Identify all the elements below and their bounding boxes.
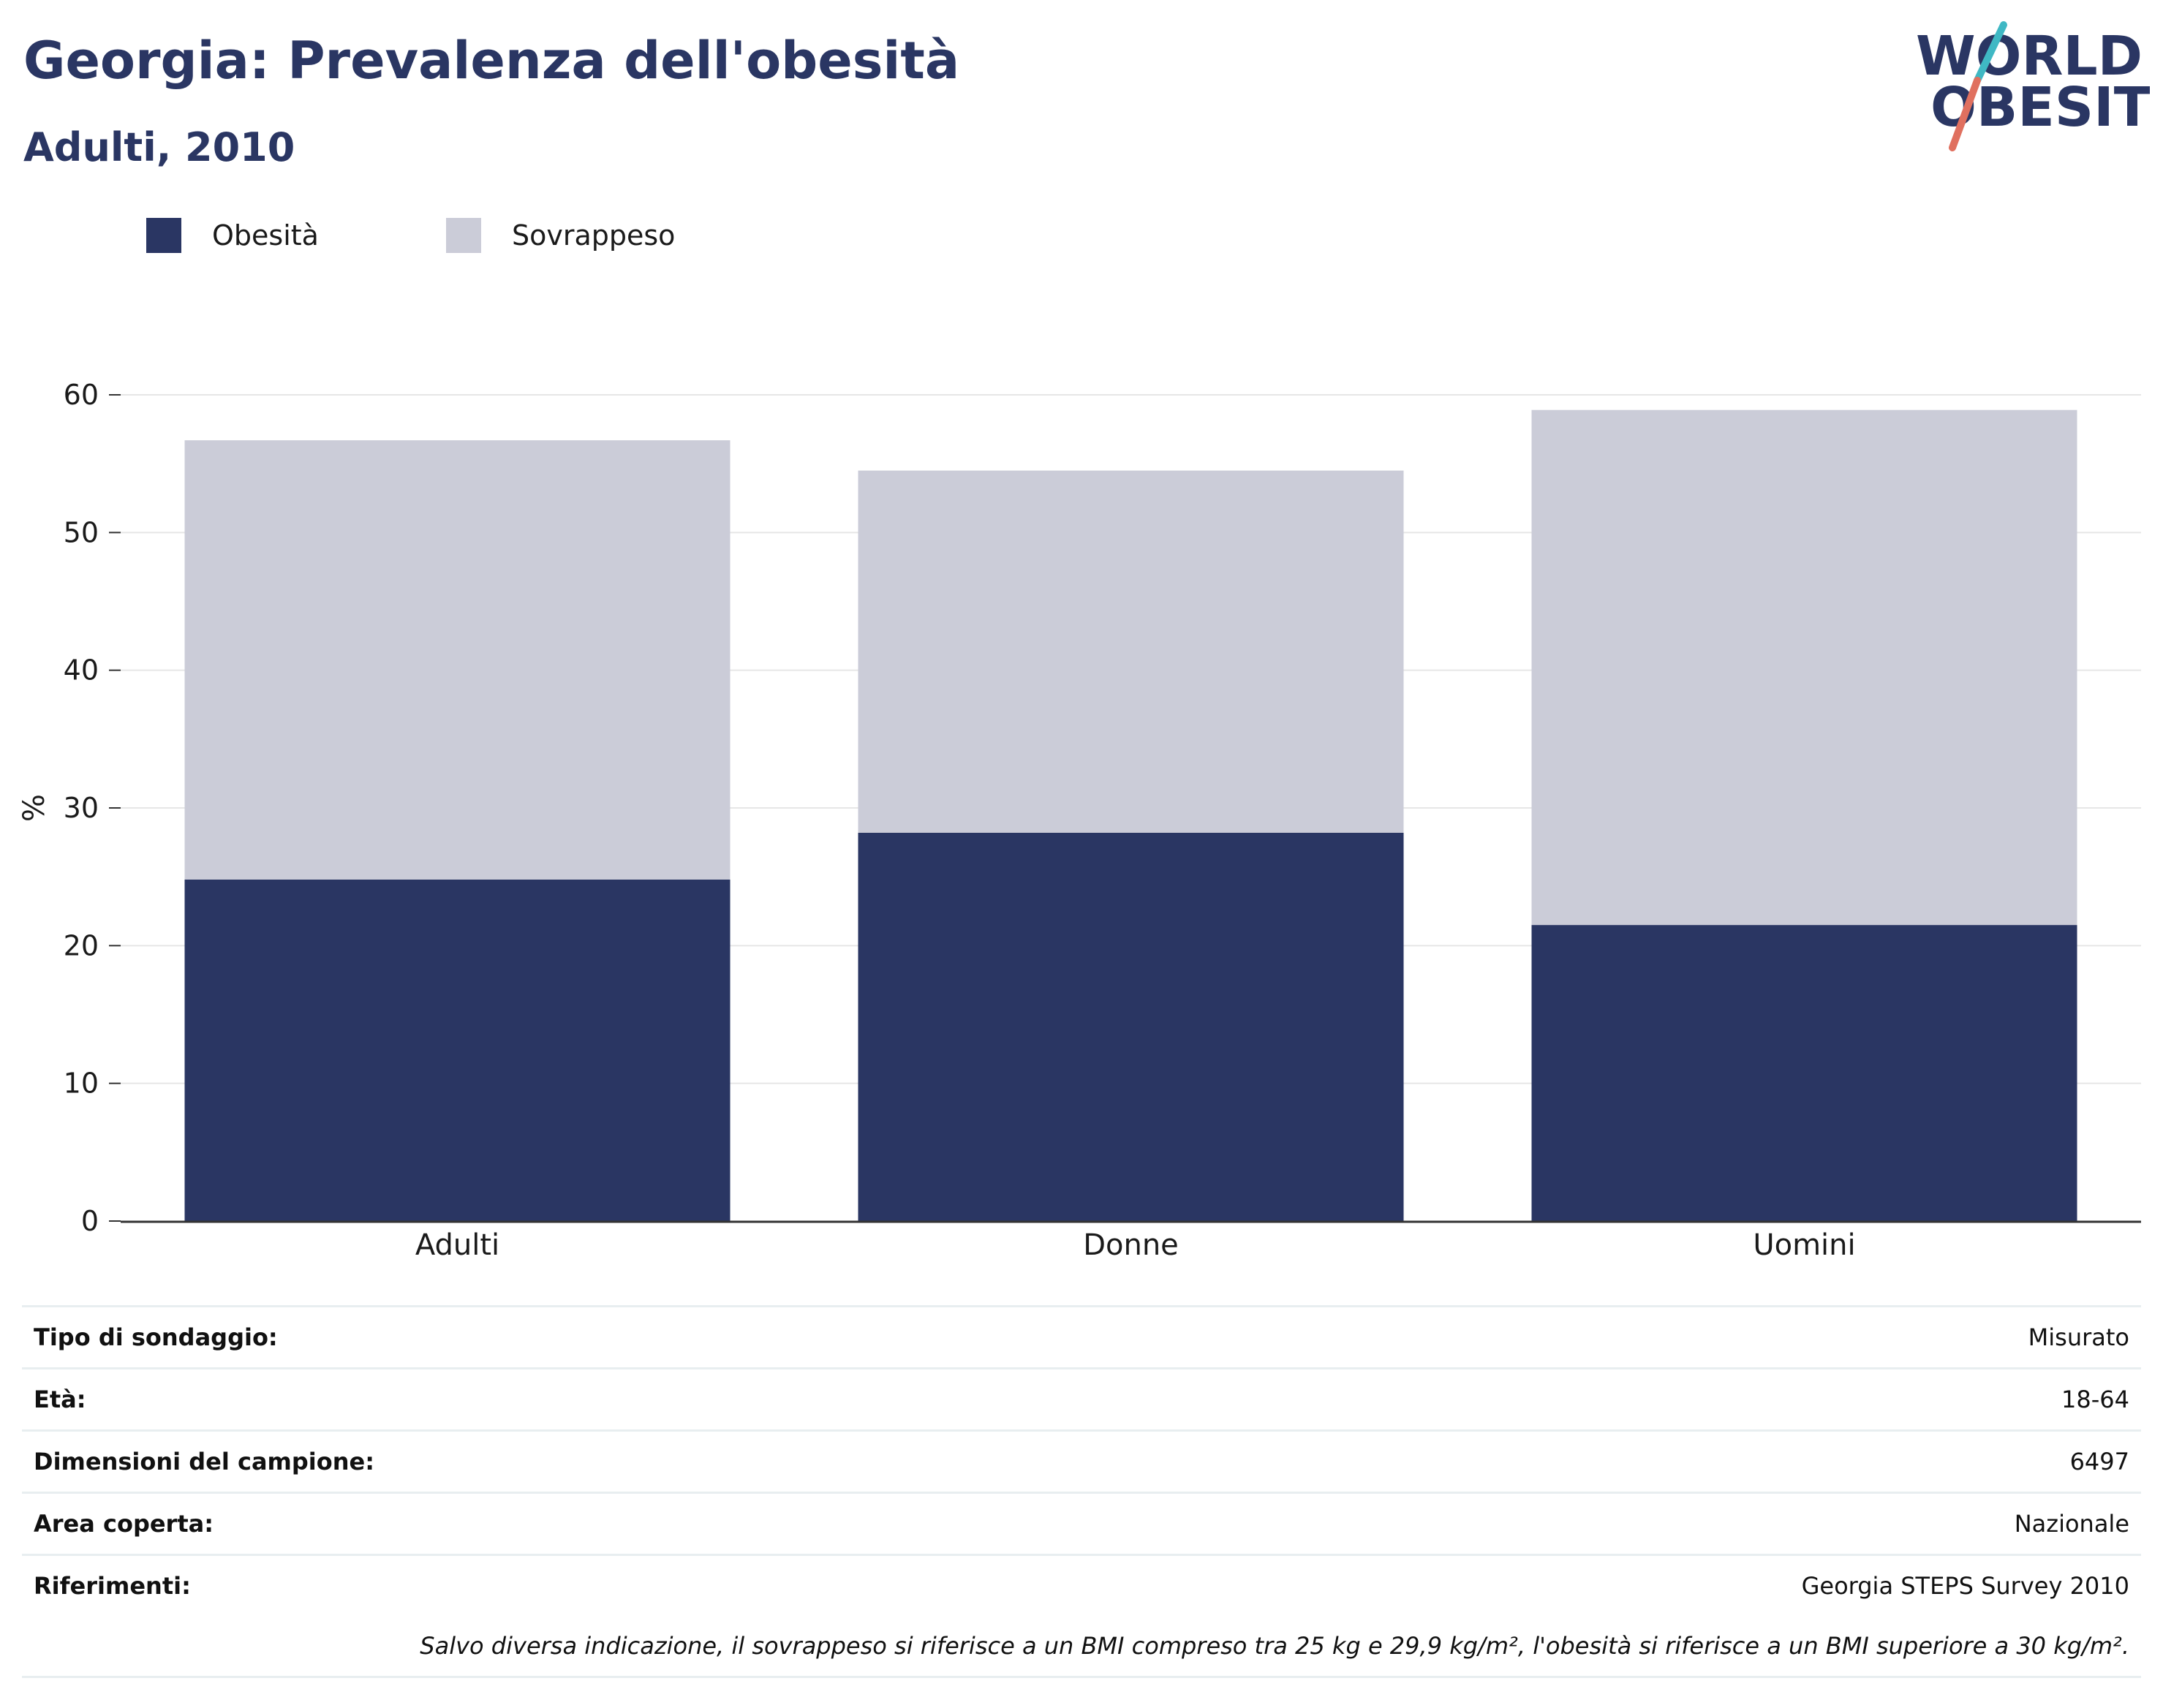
- legend-label-sovrappeso: Sovrappeso: [512, 219, 676, 252]
- logo-slash-teal: [1974, 21, 2007, 84]
- legend-label-obesita: Obesità: [212, 219, 319, 252]
- chart-title: Georgia: Prevalenza dell'obesità: [23, 31, 960, 91]
- y-tick-label: 10: [64, 1068, 99, 1100]
- y-tick-label: 50: [64, 516, 99, 548]
- info-value: Nazionale: [2014, 1510, 2129, 1538]
- info-row-area: Area coperta: Nazionale: [22, 1492, 2141, 1554]
- bar-chart: 0 10 20 30 40 50 60 Adulti Donne Uomini%: [18, 379, 2141, 1262]
- bar-obesita: [184, 879, 731, 1221]
- info-row-sample-size: Dimensioni del campione: 6497: [22, 1429, 2141, 1492]
- legend-swatch-obesita: [146, 218, 181, 253]
- info-row-references: Riferimenti: Georgia STEPS Survey 2010: [22, 1554, 2141, 1616]
- legend-swatch-sovrappeso: [446, 218, 481, 253]
- bmi-footnote: Salvo diversa indicazione, il sovrappeso…: [420, 1632, 2129, 1660]
- bar-obesita: [858, 832, 1404, 1221]
- y-tick-label: 30: [64, 792, 99, 824]
- info-row-age: Età: 18-64: [22, 1367, 2141, 1429]
- world-obesity-logo: WORLD OBESITY: [1916, 21, 2150, 151]
- info-value: 6497: [2069, 1448, 2129, 1475]
- info-label: Riferimenti:: [34, 1572, 191, 1600]
- bar-obesita: [1531, 925, 2077, 1221]
- y-tick-label: 40: [64, 654, 99, 687]
- info-row-survey-type: Tipo di sondaggio: Misurato: [22, 1305, 2141, 1367]
- info-label: Tipo di sondaggio:: [34, 1323, 278, 1351]
- survey-info-table: Tipo di sondaggio: Misurato Età: 18-64 D…: [22, 1305, 2141, 1678]
- chart-subtitle: Adulti, 2010: [23, 124, 295, 170]
- info-value: Georgia STEPS Survey 2010: [1801, 1572, 2129, 1600]
- y-axis-label: %: [18, 794, 51, 822]
- footnote-row: Salvo diversa indicazione, il sovrappeso…: [22, 1616, 2141, 1678]
- info-label: Età:: [34, 1386, 86, 1413]
- logo-word-world: WORLD: [1916, 25, 2143, 88]
- axes: 0 10 20 30 40 50 60 Adulti Donne Uomini%: [18, 379, 2141, 1262]
- bars: [184, 409, 2077, 1221]
- x-tick-label: Donne: [1083, 1228, 1179, 1262]
- info-value: 18-64: [2061, 1386, 2129, 1413]
- info-label: Area coperta:: [34, 1510, 214, 1538]
- y-tick-label: 0: [81, 1205, 99, 1237]
- x-tick-label: Uomini: [1753, 1228, 1855, 1262]
- info-label: Dimensioni del campione:: [34, 1448, 375, 1475]
- info-value: Misurato: [2028, 1323, 2129, 1351]
- y-tick-label: 20: [64, 929, 99, 961]
- y-tick-label: 60: [64, 379, 99, 411]
- x-tick-label: Adulti: [415, 1228, 499, 1262]
- logo-slash-coral: [1949, 77, 1981, 151]
- bar-sovrappeso: [1531, 409, 2077, 926]
- bar-sovrappeso: [858, 470, 1404, 833]
- bar-sovrappeso: [184, 440, 731, 880]
